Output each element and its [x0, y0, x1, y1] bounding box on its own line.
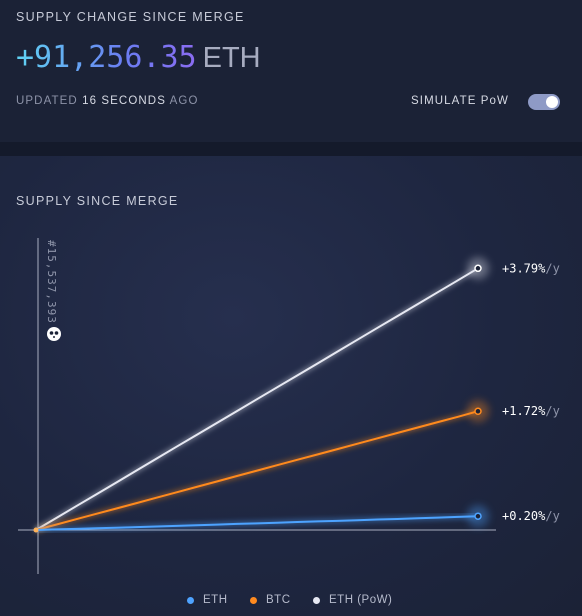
origin-point: [33, 527, 39, 533]
supply-change-panel: SUPPLY CHANGE SINCE MERGE +91,256.35 ETH …: [0, 0, 582, 142]
legend-item-eth-pow[interactable]: ETH (PoW): [313, 594, 392, 606]
updated-status: UPDATED 16 SECONDS AGO: [16, 95, 199, 107]
end-value-label: +3.79%/y: [502, 261, 560, 275]
legend-label-btc: BTC: [266, 594, 291, 606]
supply-chart-panel: SUPPLY SINCE MERGE: [0, 156, 582, 616]
legend-item-btc[interactable]: BTC: [250, 594, 291, 606]
chart-legend: ETH BTC ETH (PoW): [0, 594, 582, 610]
legend-dot-btc: [250, 596, 257, 604]
legend-dot-eth-pow: [313, 596, 320, 604]
end-value-label: +1.72%/y: [502, 404, 560, 418]
toggle-knob: [546, 96, 558, 108]
merge-block-label: #15,537,393: [45, 240, 58, 324]
simulate-pow-label: SIMULATE PoW: [411, 95, 509, 107]
supply-change-unit: ETH: [202, 42, 261, 74]
panel-divider: [0, 142, 582, 156]
end-value-label: +0.20%/y: [502, 509, 560, 523]
updated-suffix: AGO: [169, 95, 199, 107]
legend-label-eth-pow: ETH (PoW): [329, 594, 393, 606]
series-line-eth-pow: [35, 267, 479, 531]
supply-change-value: +91,256.35 ETH: [16, 40, 261, 75]
updated-prefix: UPDATED: [16, 95, 78, 107]
legend-label-eth: ETH: [203, 594, 228, 606]
series-line-eth: [35, 515, 479, 531]
series-line-btc: [35, 410, 479, 531]
panel-title: SUPPLY CHANGE SINCE MERGE: [16, 10, 245, 24]
endpoint-marker[interactable]: [474, 264, 482, 273]
legend-item-eth[interactable]: ETH: [187, 594, 228, 606]
legend-dot-eth: [187, 596, 194, 604]
updated-time: 16 SECONDS: [82, 95, 166, 107]
panda-icon: [47, 327, 61, 341]
series-layer: +3.79%/y +1.72%/y +0.20%/y: [33, 257, 560, 533]
endpoint-marker[interactable]: [474, 512, 482, 520]
endpoint-marker[interactable]: [474, 407, 482, 415]
simulate-pow-toggle[interactable]: [528, 94, 560, 110]
supply-change-number: +91,256.35: [16, 40, 197, 75]
chart-title: SUPPLY SINCE MERGE: [16, 194, 179, 208]
